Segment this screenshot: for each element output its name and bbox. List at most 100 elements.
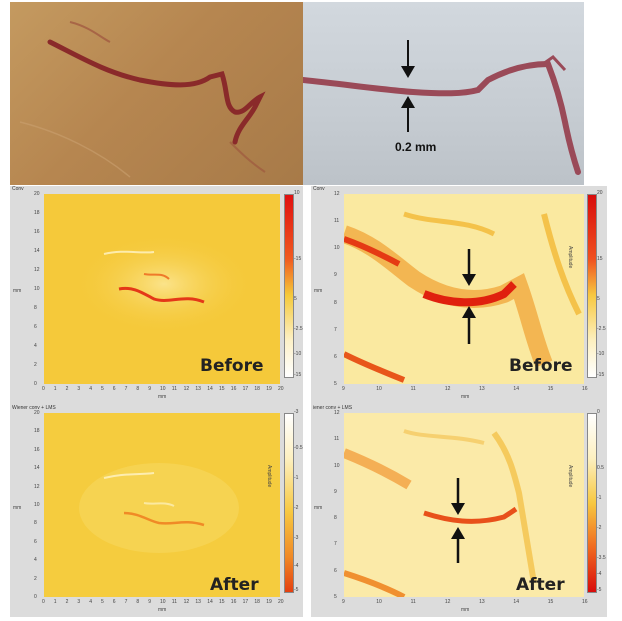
x-tick-label: 14 [513, 599, 519, 605]
x-tick-label: 3 [77, 599, 81, 605]
arrow-up-icon [451, 527, 465, 563]
y-axis-label: mm [314, 505, 323, 511]
x-tick-label: 4 [89, 386, 92, 392]
heatmap-plot [344, 194, 584, 384]
panel-after-wide: Wiener conv + LMS mm After -3 -0.5 -1 -2… [10, 405, 303, 617]
x-axis-label: mm [158, 607, 167, 613]
label-before: Before [200, 356, 264, 376]
y-tick-label: 6 [34, 538, 37, 545]
x-tick-label: 16 [230, 599, 237, 605]
y-tick-label: 10 [334, 462, 340, 469]
x-axis-label: mm [461, 607, 470, 613]
label-after: After [516, 575, 565, 595]
y-tick-label: 6 [334, 353, 337, 360]
y-tick-label: 9 [334, 488, 337, 495]
x-tick-label: 11 [171, 386, 177, 392]
arrow-down-icon [401, 40, 415, 78]
y-tick-label: 7 [334, 541, 337, 548]
y-tick-label: 8 [34, 305, 37, 311]
x-tick-label: 10 [160, 599, 166, 605]
cbar-tick: -4 [597, 571, 602, 577]
x-tick-label: 14 [207, 386, 213, 392]
colorbar [284, 194, 294, 378]
x-tick-label: 16 [582, 386, 588, 392]
x-tick-label: 13 [195, 386, 201, 392]
x-tick-label: 6 [112, 386, 116, 392]
cbar-tick: 0 [597, 409, 600, 415]
y-tick-label: 7 [334, 326, 337, 333]
x-tick-label: 8 [136, 386, 140, 392]
y-tick-label: 12 [34, 483, 40, 490]
arrow-up-icon [462, 306, 476, 344]
x-tick-label: 15 [547, 386, 554, 392]
y-tick-label: 14 [34, 248, 40, 254]
x-tick-label: 19 [266, 599, 272, 605]
colorbar [587, 194, 597, 378]
x-tick-label: 14 [207, 599, 213, 605]
y-tick-label: 11 [334, 218, 340, 225]
x-tick-label: 9 [148, 386, 151, 392]
x-tick-label: 11 [171, 599, 177, 605]
x-tick-label: 19 [266, 386, 272, 392]
x-tick-label: 15 [219, 386, 225, 392]
cbar-tick: 5 [294, 296, 297, 302]
photo-right: 0.2 mm [303, 2, 584, 185]
x-tick-label: 10 [376, 386, 382, 392]
y-tick-label: 8 [34, 520, 37, 527]
x-tick-label: 2 [65, 386, 69, 392]
x-tick-label: 15 [219, 599, 225, 605]
x-tick-label: 12 [183, 386, 190, 392]
x-tick-label: 14 [513, 386, 519, 392]
x-tick-label: 0 [42, 386, 45, 392]
x-tick-label: 18 [254, 386, 260, 392]
heatmap-plot [44, 413, 280, 597]
x-tick-label: 11 [410, 386, 416, 392]
cbar-tick: -1 [294, 475, 299, 481]
panel-title: Conv [12, 186, 24, 192]
cbar-tick: -5 [597, 587, 602, 593]
x-tick-label: 12 [444, 599, 451, 605]
y-tick-label: 16 [34, 446, 40, 453]
x-tick-label: 10 [160, 386, 166, 392]
colorbar [587, 413, 597, 593]
x-tick-label: 1 [53, 386, 57, 392]
x-tick-label: 13 [479, 386, 485, 392]
vessel-right-image [303, 40, 581, 175]
y-tick-label: 11 [334, 436, 340, 443]
x-tick-label: 20 [278, 599, 284, 605]
y-tick-label: 16 [34, 229, 40, 235]
x-tick-label: 9 [342, 599, 345, 605]
x-axis-label: mm [158, 394, 167, 400]
y-tick-label: 8 [334, 515, 337, 522]
cbar-tick: 10 [294, 190, 300, 196]
x-tick-label: 5 [101, 386, 104, 392]
heatmap-plot [44, 194, 280, 384]
y-tick-label: 6 [334, 567, 337, 574]
y-tick-label: 20 [34, 410, 40, 416]
panel-title: Conv [313, 186, 325, 192]
cbar-tick: -2 [597, 525, 602, 531]
cbar-tick: -15 [597, 372, 605, 378]
y-tick-label: 18 [34, 210, 40, 216]
y-tick-label: 12 [334, 410, 340, 416]
x-tick-label: 16 [582, 599, 588, 605]
x-axis-label: mm [461, 394, 470, 400]
x-tick-label: 2 [65, 599, 69, 605]
y-tick-label: 0 [34, 381, 37, 387]
y-tick-label: 10 [34, 502, 40, 508]
panel-title: iener conv + LMS [313, 405, 353, 411]
cbar-tick: -5 [294, 587, 299, 593]
cbar-tick: -15 [294, 256, 302, 262]
cbar-tick: -4 [294, 563, 299, 569]
x-tick-label: 18 [254, 599, 260, 605]
x-tick-label: 9 [342, 386, 345, 392]
x-tick-label: 5 [101, 599, 104, 605]
x-tick-label: 7 [124, 599, 128, 605]
x-tick-label: 10 [376, 599, 382, 605]
y-tick-label: 2 [34, 575, 37, 582]
y-tick-label: 12 [34, 267, 40, 273]
colorbar-label: Amplitude [567, 246, 573, 269]
x-tick-label: 17 [242, 386, 249, 392]
x-tick-label: 0 [42, 599, 45, 605]
